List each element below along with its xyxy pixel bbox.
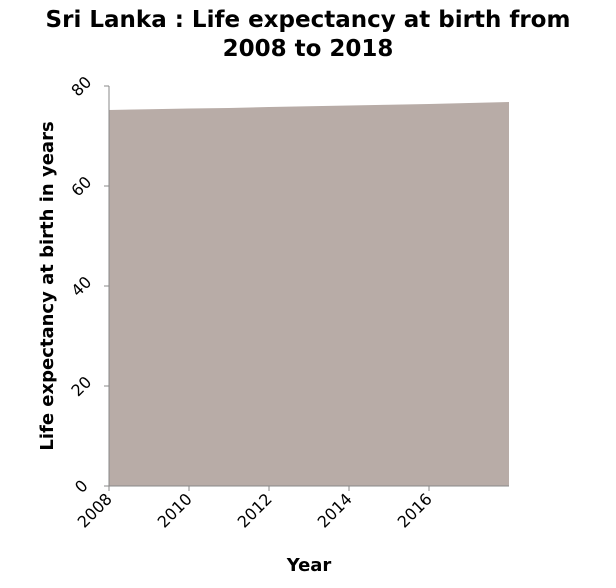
- x-tick-label: 2008: [74, 489, 116, 531]
- x-axis: 2008 2010 2012 2014 2016: [74, 485, 509, 532]
- y-tick-label: 0: [71, 476, 92, 497]
- x-tick-label: 2016: [394, 489, 436, 531]
- y-axis: 0 20 40 60 80: [67, 72, 110, 497]
- y-tick-label: 20: [67, 372, 95, 400]
- x-tick-label: 2010: [154, 489, 196, 531]
- chart-title: Sri Lanka : Life expectancy at birth fro…: [0, 6, 616, 64]
- chart-title-line-1: Sri Lanka : Life expectancy at birth fro…: [45, 7, 571, 33]
- y-tick-label: 40: [67, 272, 95, 300]
- y-tick-label: 60: [67, 172, 95, 200]
- y-tick-label: 80: [67, 72, 95, 100]
- plot-area: [109, 102, 509, 486]
- x-axis-title: Year: [286, 555, 332, 576]
- y-axis-title: Life expectancy at birth in years: [37, 121, 58, 450]
- x-tick-label: 2014: [314, 489, 356, 531]
- x-tick-label: 2012: [234, 489, 276, 531]
- area-series: [109, 102, 509, 486]
- chart-title-line-2: 2008 to 2018: [222, 36, 394, 62]
